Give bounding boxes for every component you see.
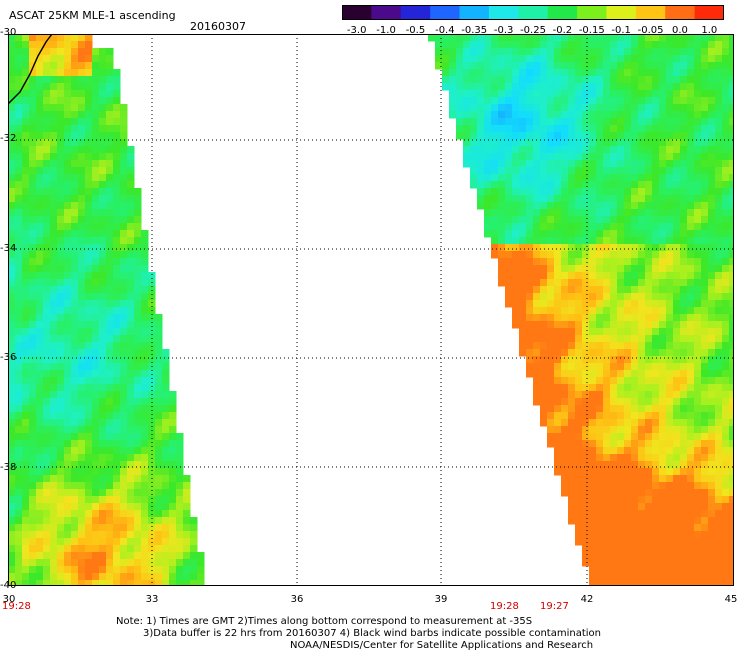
colorbar-segment bbox=[400, 5, 431, 20]
colorbar-label: -0.15 bbox=[578, 25, 605, 36]
time-left: 19:28 bbox=[2, 601, 31, 612]
colorbar-segment bbox=[635, 5, 666, 20]
x-label-1: 30 bbox=[2, 594, 16, 605]
colorbar-segment bbox=[430, 5, 461, 20]
x-label-5: 42 bbox=[580, 594, 594, 605]
gridlines bbox=[8, 34, 734, 586]
time-mid-1: 19:28 bbox=[490, 601, 519, 612]
colorbar-label: -0.05 bbox=[637, 25, 664, 36]
x-label-2: 33 bbox=[145, 594, 159, 605]
colorbar-label: -0.5 bbox=[405, 25, 426, 36]
y-label-3: -34 bbox=[0, 243, 17, 254]
coastline bbox=[8, 34, 53, 105]
x-label-3: 36 bbox=[290, 594, 304, 605]
note-line-3: NOAA/NESDIS/Center for Satellite Applica… bbox=[290, 640, 594, 651]
time-mid-2: 19:27 bbox=[540, 601, 569, 612]
colorbar-segment bbox=[547, 5, 578, 20]
y-label-2: -32 bbox=[0, 133, 17, 144]
y-label-5: -38 bbox=[0, 462, 17, 473]
footnotes: Note: 1) Times are GMT 2)Times along bot… bbox=[116, 616, 601, 652]
swath-left bbox=[8, 34, 205, 586]
colorbar-segment bbox=[694, 5, 724, 20]
colorbar-label: -0.2 bbox=[552, 25, 573, 36]
y-label-1: -30 bbox=[0, 27, 17, 38]
note-line-2: 3)Data buffer is 22 hrs from 20160307 4)… bbox=[143, 628, 601, 639]
colorbar-label: -0.25 bbox=[520, 25, 546, 36]
colorbar-label: -0.4 bbox=[435, 25, 455, 36]
y-label-4: -36 bbox=[0, 352, 17, 363]
colorbar-label: -3.0 bbox=[346, 25, 367, 36]
x-label-6: 45 bbox=[724, 594, 738, 605]
colorbar-segment bbox=[606, 5, 637, 20]
colorbar-segment bbox=[577, 5, 608, 20]
colorbar-label: -0.3 bbox=[493, 25, 514, 36]
colorbar bbox=[342, 5, 724, 20]
colorbar-segment bbox=[518, 5, 549, 20]
x-label-4: 39 bbox=[434, 594, 448, 605]
colorbar-segment bbox=[665, 5, 696, 20]
map-date: 20160307 bbox=[190, 20, 246, 33]
note-line-1: Note: 1) Times are GMT 2)Times along bot… bbox=[116, 616, 533, 627]
map-title: ASCAT 25KM MLE-1 ascending bbox=[9, 9, 176, 22]
colorbar-segment bbox=[371, 5, 402, 20]
y-label-6: -40 bbox=[0, 580, 17, 591]
swath-right bbox=[428, 34, 734, 586]
colorbar-segment bbox=[488, 5, 519, 20]
colorbar-segment bbox=[459, 5, 490, 20]
mle-map bbox=[8, 34, 734, 586]
colorbar-label: -1.0 bbox=[376, 25, 396, 36]
colorbar-label: -0.35 bbox=[461, 25, 488, 36]
colorbar-label: -0.1 bbox=[611, 25, 631, 36]
colorbar-label: 1.0 bbox=[701, 25, 718, 36]
colorbar-label: 0.0 bbox=[671, 25, 688, 36]
colorbar-segment bbox=[342, 5, 372, 20]
